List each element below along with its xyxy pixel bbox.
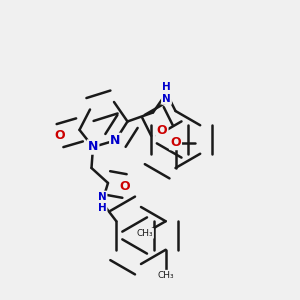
Text: N: N [110,134,121,147]
Text: O: O [170,136,181,149]
Text: N
H: N H [98,192,106,213]
Text: O: O [119,179,130,193]
Text: N: N [88,140,98,154]
Text: O: O [55,129,65,142]
Text: H
N: H N [162,82,171,104]
Text: CH₃: CH₃ [136,229,153,238]
Text: CH₃: CH₃ [158,271,174,280]
Text: O: O [157,124,167,137]
